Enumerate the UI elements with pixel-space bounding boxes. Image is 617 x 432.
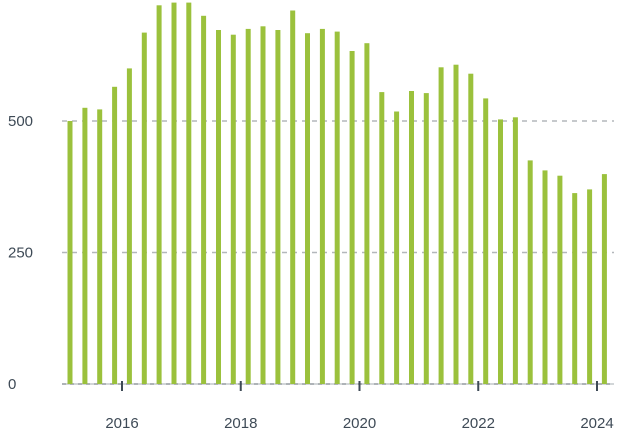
bar: [527, 160, 533, 384]
bar: [423, 93, 429, 384]
bar: [186, 2, 192, 384]
bar: [349, 51, 355, 384]
bar: [394, 111, 400, 384]
y-tick-label: 0: [8, 376, 16, 393]
bar: [201, 15, 207, 385]
bar: [97, 109, 103, 385]
bar: [290, 10, 296, 384]
bar: [409, 91, 414, 384]
bar: [587, 189, 593, 384]
bar: [319, 28, 325, 385]
x-axis: 2016 2018 2020 2022 2024: [105, 381, 614, 432]
bar: [230, 34, 236, 384]
bar: [379, 92, 385, 384]
bar: [126, 68, 132, 385]
bar: [498, 119, 503, 385]
bars: [67, 2, 607, 385]
y-tick-label: 250: [8, 245, 33, 262]
x-tick-label: 2022: [462, 415, 495, 432]
bar: [572, 193, 578, 384]
bar: [542, 170, 548, 384]
bar: [557, 175, 563, 384]
bar: [334, 31, 340, 384]
bar: [512, 117, 518, 385]
bar: [364, 43, 370, 384]
bar: [601, 174, 607, 384]
x-tick-label: 2020: [343, 415, 376, 432]
y-axis-labels: 0 250 500: [8, 113, 33, 393]
bar: [216, 30, 221, 384]
bar: [245, 28, 251, 385]
bar: [141, 32, 147, 384]
bar: [112, 86, 118, 385]
bar: [171, 2, 177, 384]
bar: [453, 64, 459, 384]
bar: [67, 121, 73, 384]
bar: [483, 98, 489, 385]
bar: [468, 73, 474, 384]
bar: [305, 33, 310, 384]
bar: [260, 26, 266, 385]
x-tick-label: 2024: [580, 415, 613, 432]
x-tick-label: 2018: [224, 415, 257, 432]
bar: [275, 30, 281, 384]
x-tick-label: 2016: [105, 415, 138, 432]
bar: [156, 5, 162, 385]
bar: [438, 67, 444, 385]
y-tick-label: 500: [8, 113, 33, 130]
bar: [82, 107, 88, 385]
